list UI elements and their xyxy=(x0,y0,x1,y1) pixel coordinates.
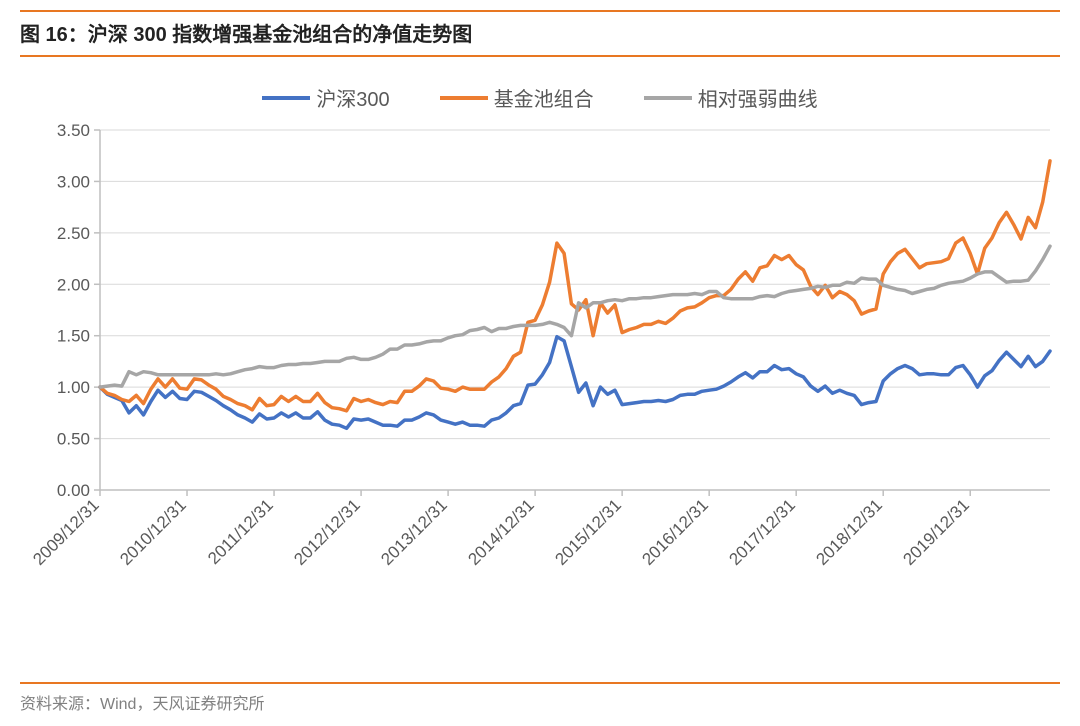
svg-text:2012/12/31: 2012/12/31 xyxy=(290,495,364,569)
svg-text:2.00: 2.00 xyxy=(57,275,90,294)
line-chart: 0.00 0.50 1.00 1.50 2.00 2.50 3.00 3.50 2009/12/… xyxy=(20,120,1060,640)
legend: 沪深300 基金池组合 相对强弱曲线 xyxy=(20,83,1060,112)
svg-text:2014/12/31: 2014/12/31 xyxy=(464,495,538,569)
legend-swatch-3 xyxy=(644,96,692,100)
title-bar: 图 16：沪深 300 指数增强基金池组合的净值走势图 xyxy=(20,10,1060,57)
svg-text:2016/12/31: 2016/12/31 xyxy=(638,495,712,569)
legend-swatch-1 xyxy=(262,96,310,100)
source-text: 资料来源：Wind，天风证券研究所 xyxy=(20,696,264,713)
svg-text:2.50: 2.50 xyxy=(57,224,90,243)
legend-item-2: 基金池组合 xyxy=(440,83,594,112)
legend-swatch-2 xyxy=(440,96,488,100)
svg-text:2017/12/31: 2017/12/31 xyxy=(725,495,799,569)
source-footer: 资料来源：Wind，天风证券研究所 xyxy=(20,682,1060,714)
legend-label-1: 沪深300 xyxy=(316,83,389,112)
svg-text:2018/12/31: 2018/12/31 xyxy=(812,495,886,569)
legend-label-3: 相对强弱曲线 xyxy=(698,83,818,112)
svg-text:2015/12/31: 2015/12/31 xyxy=(551,495,625,569)
legend-item-3: 相对强弱曲线 xyxy=(644,83,818,112)
svg-text:3.50: 3.50 xyxy=(57,121,90,140)
legend-label-2: 基金池组合 xyxy=(494,83,594,112)
svg-text:1.50: 1.50 xyxy=(57,327,90,346)
svg-text:2013/12/31: 2013/12/31 xyxy=(377,495,451,569)
svg-text:1.00: 1.00 xyxy=(57,378,90,397)
legend-item-1: 沪深300 xyxy=(262,83,389,112)
svg-text:3.00: 3.00 xyxy=(57,172,90,191)
svg-text:2010/12/31: 2010/12/31 xyxy=(116,495,190,569)
svg-text:0.50: 0.50 xyxy=(57,430,90,449)
figure-container: 图 16：沪深 300 指数增强基金池组合的净值走势图 沪深300 基金池组合 … xyxy=(0,0,1080,726)
svg-text:2009/12/31: 2009/12/31 xyxy=(29,495,103,569)
svg-text:0.00: 0.00 xyxy=(57,481,90,500)
chart-zone: 0.00 0.50 1.00 1.50 2.00 2.50 3.00 3.50 2009/12/… xyxy=(20,120,1060,640)
svg-text:2011/12/31: 2011/12/31 xyxy=(204,495,277,568)
figure-title: 图 16：沪深 300 指数增强基金池组合的净值走势图 xyxy=(20,18,1060,47)
svg-text:2019/12/31: 2019/12/31 xyxy=(899,495,973,569)
